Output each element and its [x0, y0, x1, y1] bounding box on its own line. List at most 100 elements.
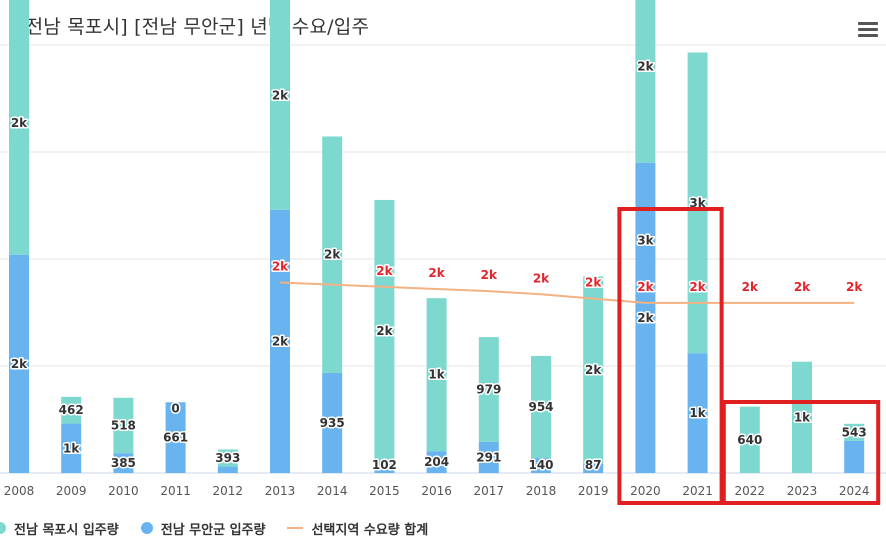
bar-muan-2018 — [531, 458, 551, 473]
x-tick-label-2009: 2009 — [56, 484, 87, 498]
label-mokpo-2017: 979 — [476, 382, 501, 396]
x-tick-label-2008: 2008 — [4, 484, 35, 498]
x-tick-label-2014: 2014 — [317, 484, 348, 498]
label-demand-2019: 2k — [585, 276, 602, 290]
legend-item-demand[interactable]: 선택지역 수요량 합계 — [287, 519, 428, 538]
label-demand-2020: 2k — [637, 280, 654, 294]
demand-line — [279, 281, 855, 304]
chart-legend: 전남 목포시 입주량 전남 무안군 입주량 선택지역 수요량 합계 — [0, 517, 450, 539]
label-mokpo-2011: 0 — [171, 401, 179, 415]
label-mokpo-2008: 2k — [11, 116, 28, 130]
bar-mokpo-2009 — [61, 396, 82, 424]
label-muan-2021: 1k — [689, 406, 706, 420]
bar-mokpo-2014 — [322, 136, 343, 373]
label-muan-2020: 2k — [637, 311, 654, 325]
bar-mokpo-2017 — [478, 337, 499, 442]
bar-mokpo-2021 — [687, 52, 708, 354]
bar-muan-2011 — [165, 402, 186, 473]
label-mokpo-2024: 543 — [842, 425, 867, 439]
label-muan-2019: 87 — [585, 458, 602, 472]
bar-mokpo-2010 — [113, 397, 134, 454]
x-tick-label-2022: 2022 — [735, 484, 766, 498]
label-muan-2010: 385 — [111, 456, 136, 470]
label-mokpo-2013: 2k — [272, 88, 289, 102]
label-mokpo-2019: 2k — [585, 363, 602, 377]
label-mokpo-2023: 1k — [794, 410, 811, 424]
x-tick-label-2015: 2015 — [369, 484, 400, 498]
bar-muan-2009 — [61, 423, 82, 473]
bar-mokpo-2013 — [270, 0, 290, 210]
bar-muan-2016 — [426, 451, 447, 473]
bar-muan-2024 — [844, 440, 865, 473]
hamburger-menu-icon[interactable] — [858, 22, 878, 40]
label-mokpo-2014: 2k — [324, 248, 341, 262]
legend-marker-mokpo — [0, 522, 6, 534]
bar-mokpo-2012 — [217, 449, 238, 467]
label-mokpo-2015: 2k — [376, 324, 393, 338]
legend-label-demand: 선택지역 수요량 합계 — [311, 522, 429, 538]
label-demand-2015: 2k — [376, 264, 393, 278]
bar-mokpo-2015 — [374, 199, 395, 463]
x-tick-label-2017: 2017 — [474, 484, 505, 498]
label-demand-2024: 2k — [846, 280, 863, 294]
x-tick-label-2010: 2010 — [108, 484, 139, 498]
bar-muan-2015 — [374, 462, 395, 473]
legend-item-muan[interactable]: 전남 무안군 입주량 — [140, 519, 266, 538]
bar-mokpo-2016 — [426, 298, 447, 452]
legend-marker-demand — [287, 527, 304, 529]
highlight-box-2 — [721, 400, 881, 505]
x-tick-label-2020: 2020 — [630, 484, 661, 498]
bar-muan-2008 — [9, 254, 29, 473]
label-muan-2016: 204 — [424, 455, 449, 469]
label-muan-2013: 2k — [272, 334, 289, 348]
label-mokpo-2016: 1k — [428, 368, 445, 382]
x-tick-label-2021: 2021 — [682, 484, 713, 498]
label-mokpo-2020: 2k — [637, 59, 654, 73]
bar-mokpo-2022 — [739, 406, 760, 473]
x-tick-label-2024: 2024 — [839, 484, 870, 498]
label-demand-2023: 2k — [794, 280, 811, 294]
legend-label-muan: 전남 무안군 입주량 — [160, 522, 266, 538]
label-demand-2016: 2k — [428, 266, 445, 280]
bar-mokpo-2008 — [9, 0, 29, 255]
bar-muan-2012 — [217, 466, 238, 473]
label-demand-2013: 2k — [272, 260, 289, 274]
label-demand-2021: 2k — [689, 280, 706, 294]
bar-muan-2020 — [635, 162, 656, 473]
bar-mokpo-2019 — [583, 276, 604, 464]
x-tick-label-2018: 2018 — [526, 484, 557, 498]
label-demand-2022: 2k — [742, 280, 759, 294]
x-tick-label-2016: 2016 — [421, 484, 452, 498]
label-mokpo-2009: 462 — [59, 403, 84, 417]
label-muan-2015: 102 — [372, 458, 397, 472]
bar-mokpo-2018 — [531, 355, 551, 459]
label-mokpo-2018: 954 — [528, 400, 553, 414]
label-muan-extra-2020: 3k — [637, 234, 654, 248]
label-demand-2018: 2k — [533, 271, 550, 285]
bar-muan-2021 — [687, 353, 708, 473]
x-tick-label-2019: 2019 — [578, 484, 609, 498]
legend-item-mokpo[interactable]: 전남 목포시 입주량 — [0, 519, 119, 538]
label-muan-2014: 935 — [320, 416, 345, 430]
label-mokpo-2012: 393 — [215, 451, 240, 465]
bar-muan-2013 — [270, 209, 290, 473]
label-muan-2017: 291 — [476, 450, 501, 464]
label-muan-2008: 2k — [11, 357, 28, 371]
bar-muan-2017 — [478, 441, 499, 473]
label-muan-2018: 140 — [528, 458, 553, 472]
label-muan-2011: 661 — [163, 431, 188, 445]
legend-marker-muan — [140, 522, 153, 534]
label-mokpo-2022: 640 — [737, 433, 762, 447]
x-tick-label-2012: 2012 — [213, 484, 244, 498]
x-tick-label-2011: 2011 — [160, 484, 191, 498]
label-muan-2009: 1k — [63, 441, 80, 455]
x-tick-label-2023: 2023 — [787, 484, 818, 498]
highlight-box-1 — [617, 207, 724, 505]
bar-mokpo-2024 — [844, 423, 865, 441]
bar-muan-2010 — [113, 453, 134, 473]
bar-mokpo-2020 — [635, 0, 656, 163]
bar-muan-2019 — [583, 463, 604, 473]
label-mokpo-2010: 518 — [111, 418, 136, 432]
bar-muan-2014 — [322, 372, 343, 473]
